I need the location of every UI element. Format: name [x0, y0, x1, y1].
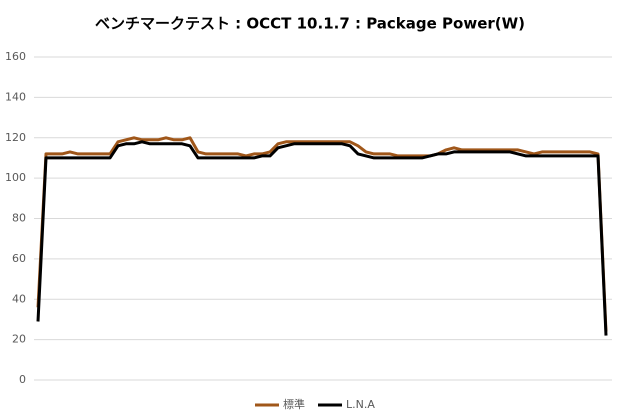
series-line: [36, 136, 608, 332]
y-tick-label: 140: [5, 90, 26, 103]
y-tick-label: 100: [5, 171, 26, 184]
y-tick-label: 80: [12, 212, 26, 225]
series-line: [36, 140, 608, 336]
y-tick-label: 160: [5, 50, 26, 63]
y-tick-label: 120: [5, 131, 26, 144]
y-tick-label: 60: [12, 252, 26, 265]
legend-label: L.N.A: [346, 398, 375, 411]
y-tick-label: 0: [19, 373, 26, 386]
legend-label: 標準: [283, 397, 305, 411]
y-tick-label: 20: [12, 333, 26, 346]
chart-title: ベンチマークテスト : OCCT 10.1.7 : Package Power(…: [95, 15, 525, 33]
y-tick-label: 40: [12, 292, 26, 305]
